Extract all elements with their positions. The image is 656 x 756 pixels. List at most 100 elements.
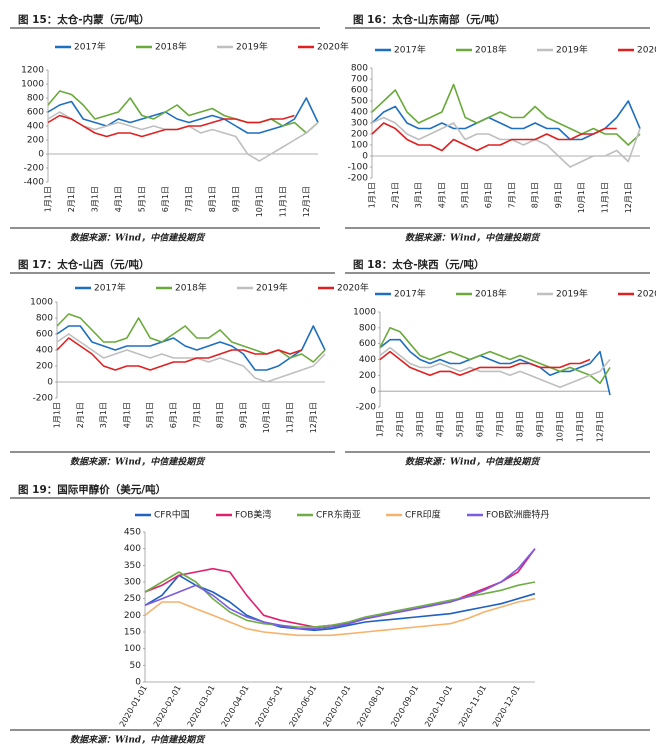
legend-label: 2017年	[394, 44, 426, 56]
y-tick-label: 350	[124, 561, 141, 571]
legend-label: 2018年	[155, 41, 187, 53]
legend-label: 2020年	[317, 41, 349, 53]
series-line	[144, 548, 536, 628]
y-tick-label: 400	[27, 122, 44, 132]
y-tick-label: 700	[351, 75, 368, 85]
y-tick-label: 0	[370, 387, 376, 397]
source-note: 数据来源：Wind，中信建投期货	[70, 233, 206, 244]
series-line	[371, 122, 617, 152]
x-tick-label: 12月1日	[596, 411, 605, 442]
legend-label: CFR印度	[405, 509, 441, 521]
x-tick-label: 9月1日	[239, 402, 248, 428]
x-tick-label: 2020-01-01	[118, 684, 149, 729]
y-tick-label: 450	[124, 528, 141, 538]
x-tick-label: 7月1日	[496, 411, 505, 437]
legend-label: 2020年	[337, 282, 369, 294]
legend-label: 2017年	[94, 282, 126, 294]
y-tick-label: 250	[124, 594, 141, 604]
x-tick-label: 11月1日	[601, 182, 610, 213]
y-tick-label: 200	[351, 130, 368, 140]
x-tick-label: 6月1日	[484, 182, 493, 208]
x-tick-label: 11月1日	[286, 402, 295, 433]
legend-label: 2019年	[256, 282, 288, 294]
x-tick-label: 11月1日	[576, 411, 585, 442]
series-line	[379, 350, 591, 377]
y-tick-label: 200	[27, 136, 44, 146]
legend-label: 2019年	[556, 44, 588, 56]
x-tick-label: 6月1日	[169, 402, 178, 428]
legend-label: CFR中国	[154, 509, 190, 521]
x-tick-label: 10月1日	[556, 411, 565, 442]
y-tick-label: 800	[36, 314, 53, 324]
x-tick-label: 5月1日	[137, 186, 146, 212]
y-tick-label: 600	[36, 330, 53, 340]
x-tick-label: 8月1日	[516, 411, 525, 437]
x-tick-label: 7月1日	[192, 402, 201, 428]
series-line	[379, 327, 611, 385]
x-tick-label: 3月1日	[99, 402, 108, 428]
y-tick-label: -200	[348, 174, 369, 184]
series-line	[47, 114, 295, 138]
x-tick-label: 3月1日	[90, 186, 99, 212]
y-tick-label: 800	[359, 323, 376, 333]
chart-title: 图 19：国际甲醇价（美元/吨）	[18, 483, 166, 496]
legend-label: 2018年	[175, 282, 207, 294]
y-tick-label: -200	[24, 164, 45, 174]
y-tick-label: 200	[124, 611, 141, 621]
x-tick-label: 8月1日	[216, 402, 225, 428]
x-tick-label: 6月1日	[476, 411, 485, 437]
series-line	[144, 571, 536, 628]
x-tick-label: 11月1日	[278, 186, 287, 217]
x-tick-label: 6月1日	[161, 186, 170, 212]
y-tick-label: 200	[36, 362, 53, 372]
x-tick-label: 2月1日	[391, 182, 400, 208]
series-line	[379, 346, 611, 388]
x-tick-label: 2月1日	[76, 402, 85, 428]
legend-label: 2018年	[475, 288, 507, 300]
x-tick-label: 2020-05-01	[254, 684, 285, 729]
y-tick-label: -200	[33, 394, 54, 404]
y-tick-label: 300	[124, 578, 141, 588]
x-tick-label: 2020-06-01	[287, 684, 318, 729]
x-tick-label: 5月1日	[146, 402, 155, 428]
y-tick-label: 800	[351, 64, 368, 74]
source-note: 数据来源：Wind，中信建投期货	[405, 233, 541, 244]
y-tick-label: 1000	[21, 80, 44, 90]
chart-title: 图 15：太仓-内蒙（元/吨）	[18, 13, 149, 26]
y-tick-label: 100	[124, 644, 141, 654]
legend-label: CFR东南亚	[316, 509, 361, 521]
series-line	[371, 83, 641, 146]
legend-label: 2020年	[637, 288, 656, 300]
y-tick-label: 150	[124, 628, 141, 638]
legend-label: FOB欧洲鹿特丹	[486, 509, 549, 521]
y-tick-label: 1000	[30, 298, 53, 308]
y-tick-label: 50	[130, 661, 142, 671]
y-tick-label: 1000	[353, 308, 376, 318]
x-tick-label: 2020-12-01	[491, 684, 522, 729]
series-line	[47, 90, 319, 134]
x-tick-label: 7月1日	[184, 186, 193, 212]
y-tick-label: -100	[348, 163, 369, 173]
x-tick-label: 2月1日	[67, 186, 76, 212]
series-line	[56, 313, 326, 363]
y-tick-label: 600	[27, 108, 44, 118]
x-tick-label: 7月1日	[507, 182, 516, 208]
y-tick-label: 300	[351, 119, 368, 129]
x-tick-label: 2月1日	[396, 411, 405, 437]
y-tick-label: 0	[362, 152, 368, 162]
x-tick-label: 10月1日	[577, 182, 586, 213]
x-tick-label: 12月1日	[624, 182, 633, 213]
series-line	[371, 100, 641, 141]
y-tick-label: 0	[47, 378, 53, 388]
x-tick-label: 4月1日	[437, 182, 446, 208]
legend-label: 2019年	[236, 41, 268, 53]
source-note: 数据来源：Wind，中信建投期货	[70, 735, 206, 746]
x-tick-label: 3月1日	[414, 182, 423, 208]
y-tick-label: 400	[359, 355, 376, 365]
y-tick-label: 400	[124, 544, 141, 554]
x-tick-label: 2020-11-01	[457, 684, 488, 729]
y-tick-label: 800	[27, 94, 44, 104]
source-note: 数据来源：Wind，中信建投期货	[405, 457, 541, 468]
y-tick-label: 200	[359, 371, 376, 381]
